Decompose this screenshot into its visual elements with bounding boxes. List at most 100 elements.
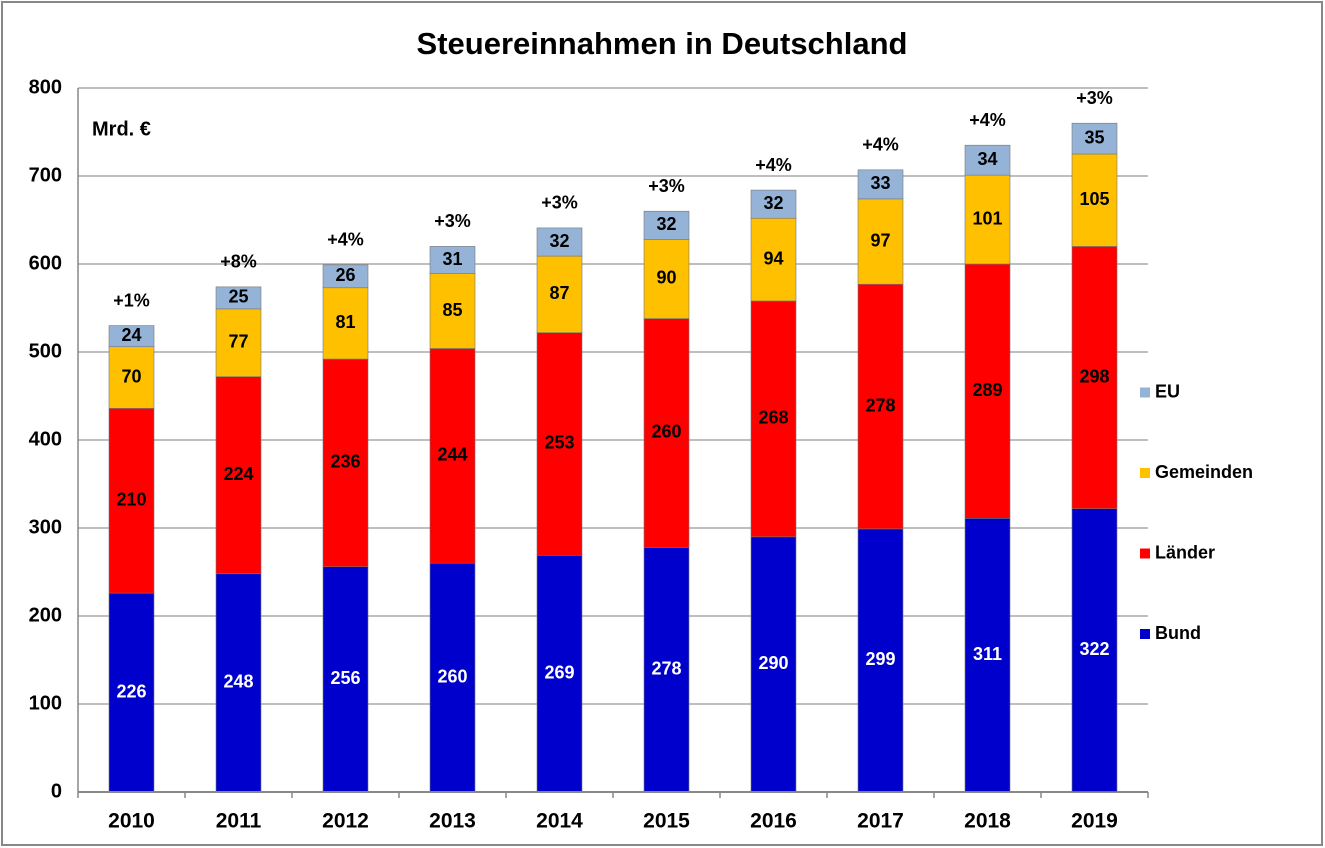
data-label: 260 <box>651 422 681 442</box>
bar-segment <box>215 573 262 793</box>
annotation: +4% <box>755 155 792 175</box>
legend-label: Bund <box>1155 623 1201 643</box>
data-label: 33 <box>870 173 890 193</box>
y-tick-label: 500 <box>29 340 62 362</box>
bar-segment <box>108 325 155 348</box>
bar-segment <box>215 286 262 310</box>
annotation: +3% <box>541 193 578 213</box>
data-label: 32 <box>763 193 783 213</box>
data-label: 90 <box>656 268 676 288</box>
legend-label: EU <box>1155 381 1180 401</box>
annotation: +4% <box>862 135 899 155</box>
data-label: 85 <box>442 300 462 320</box>
data-label: 260 <box>437 666 467 686</box>
data-label: 299 <box>865 649 895 669</box>
data-label: 298 <box>1079 366 1109 386</box>
bar-segment <box>536 255 583 333</box>
bar-segment <box>964 518 1011 793</box>
bar-segment <box>108 408 155 594</box>
bar-segment <box>536 554 583 793</box>
x-tick-label: 2011 <box>216 810 262 833</box>
bar-segment <box>857 169 904 200</box>
bar-segment <box>750 189 797 219</box>
data-label: 236 <box>330 452 360 472</box>
bar-segment <box>429 562 476 793</box>
legend-label: Länder <box>1155 542 1215 562</box>
data-label: 97 <box>870 230 890 250</box>
data-label: 322 <box>1079 639 1109 659</box>
annotation: +8% <box>220 252 257 272</box>
annotation: +4% <box>327 230 364 250</box>
x-tick-label: 2013 <box>429 810 476 833</box>
legend-swatch <box>1140 629 1150 639</box>
x-tick-label: 2012 <box>322 810 369 833</box>
x-tick-label: 2017 <box>857 810 904 833</box>
x-tick-label: 2016 <box>750 810 797 833</box>
bar-segment <box>750 217 797 302</box>
data-label: 226 <box>116 681 146 701</box>
data-label: 87 <box>549 283 569 303</box>
bar-segment <box>108 592 155 793</box>
bar-segment <box>964 144 1011 176</box>
data-label: 224 <box>223 464 253 484</box>
bar-segment <box>1071 153 1118 247</box>
y-tick-label: 100 <box>29 692 62 714</box>
x-tick-label: 2010 <box>108 810 155 833</box>
data-label: 289 <box>972 380 1002 400</box>
bar-segment <box>643 318 690 548</box>
data-label: 101 <box>972 208 1002 228</box>
data-label: 311 <box>973 644 1002 664</box>
bar-segment <box>750 536 797 793</box>
y-tick-label: 800 <box>29 76 62 98</box>
bar-segment <box>429 348 476 564</box>
bar-segment <box>1071 246 1118 509</box>
y-tick-label: 300 <box>29 516 62 538</box>
chart-title: Steuereinnahmen in Deutschland <box>417 26 908 61</box>
bar-segment <box>215 308 262 377</box>
data-label: 32 <box>549 231 569 251</box>
x-tick-label: 2018 <box>964 810 1011 833</box>
annotation: +3% <box>434 211 471 231</box>
bar-segment <box>322 566 369 793</box>
bar-segment <box>643 210 690 240</box>
legend-swatch <box>1140 548 1150 559</box>
data-label: 105 <box>1079 189 1109 209</box>
bar-segment <box>964 174 1011 265</box>
bar-segment <box>857 283 904 530</box>
bar-segment <box>857 198 904 285</box>
bar-segment <box>536 332 583 556</box>
data-label: 70 <box>121 366 141 386</box>
data-label: 278 <box>865 395 895 415</box>
bar-segment <box>1071 122 1118 155</box>
y-tick-label: 200 <box>29 604 62 626</box>
data-label: 253 <box>544 433 574 453</box>
data-label: 268 <box>758 408 788 428</box>
bar-segment <box>643 547 690 793</box>
data-label: 31 <box>442 249 462 269</box>
data-label: 25 <box>228 287 248 307</box>
annotation: +3% <box>648 176 685 196</box>
data-label: 290 <box>758 653 788 673</box>
bar-segment <box>964 263 1011 519</box>
annotation: +4% <box>969 110 1006 130</box>
data-label: 34 <box>977 149 997 169</box>
x-tick-label: 2019 <box>1071 810 1118 833</box>
data-label: 32 <box>656 214 676 234</box>
legend-swatch <box>1140 387 1150 398</box>
data-label: 248 <box>223 672 253 692</box>
annotation: +1% <box>113 290 150 310</box>
y-tick-label: 400 <box>29 428 62 450</box>
data-label: 244 <box>437 445 467 465</box>
data-label: 269 <box>544 662 574 682</box>
data-label: 24 <box>121 325 141 345</box>
legend-label: Gemeinden <box>1155 462 1253 482</box>
bar-segment <box>643 239 690 319</box>
data-label: 35 <box>1084 127 1104 147</box>
data-label: 278 <box>651 658 681 678</box>
bar-segment <box>857 528 904 793</box>
bar-segment <box>429 273 476 349</box>
bar-segment <box>750 300 797 538</box>
bar-segment <box>429 246 476 274</box>
data-label: 210 <box>116 489 146 509</box>
